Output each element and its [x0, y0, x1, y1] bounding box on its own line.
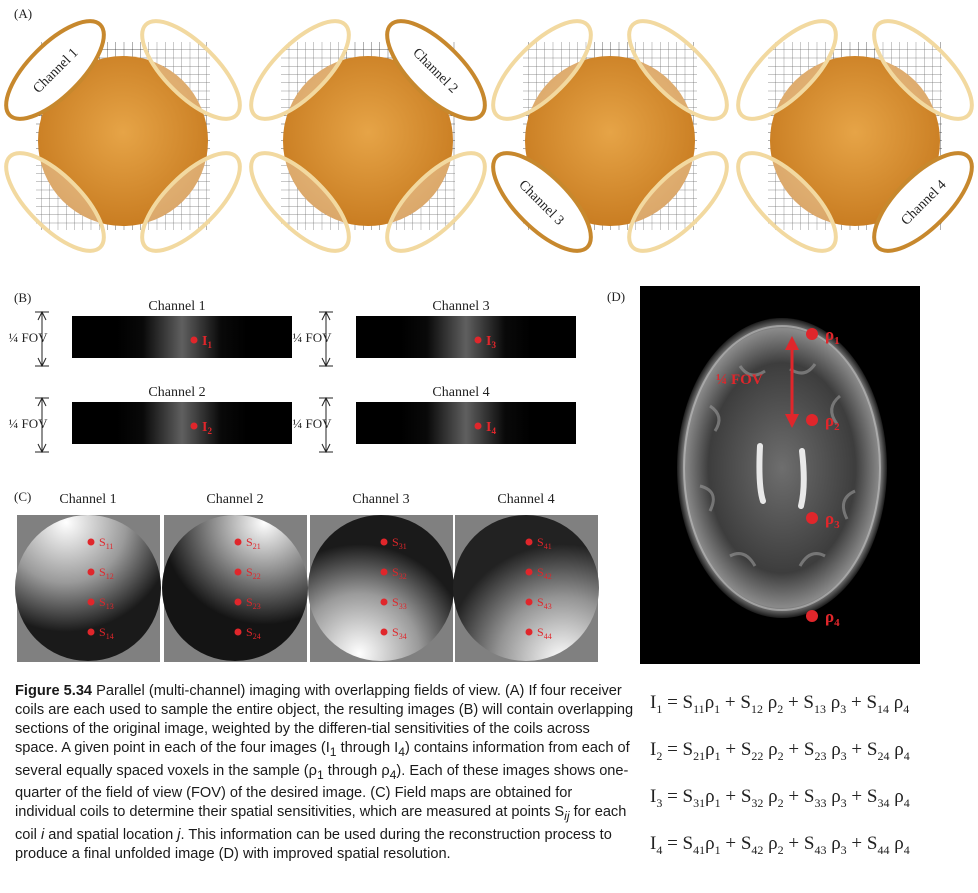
- coil-diagram-2: Channel 2: [249, 19, 487, 253]
- panel-c-label: (C): [14, 489, 32, 504]
- channel-title: Channel 3: [352, 492, 409, 507]
- sensitivity-disk: [15, 515, 161, 661]
- measurement-point: [234, 628, 242, 636]
- fov-label: ¼ FOV: [8, 330, 48, 345]
- equation-2: I2 = S21ρ1 + S22 ρ2 + S23 ρ3 + S24 ρ4: [650, 739, 910, 763]
- equation-3: I3 = S31ρ1 + S32 ρ2 + S33 ρ3 + S34 ρ4: [650, 786, 910, 810]
- channel-title: Channel 1: [59, 492, 116, 507]
- measurement-point: [525, 538, 533, 546]
- receiver-coil: [140, 151, 242, 253]
- receiver-coil-active: [4, 19, 106, 121]
- receiver-coil-active: [385, 19, 487, 121]
- measurement-point: [380, 598, 388, 606]
- sample-point: [190, 422, 198, 430]
- point-label: I4: [486, 420, 496, 436]
- receiver-coil-active: [872, 151, 974, 253]
- receiver-coil: [4, 151, 106, 253]
- measurement-point: [234, 568, 242, 576]
- coil-diagram-1: Channel 1: [4, 19, 242, 253]
- voxel-point: [806, 512, 818, 524]
- aliased-image-4: Channel 4 ¼ FOV I4: [292, 385, 576, 454]
- aliased-image-3: Channel 3 ¼ FOV I3: [292, 299, 576, 368]
- receiver-coil: [736, 151, 838, 253]
- figure-number: Figure 5.34: [15, 683, 93, 699]
- measurement-point: [380, 628, 388, 636]
- measurement-point: [87, 538, 95, 546]
- fov-label: ¼ FOV: [8, 416, 48, 431]
- receiver-coil: [249, 151, 351, 253]
- channel-title: Channel 4: [432, 385, 489, 400]
- receiver-coil: [249, 19, 351, 121]
- panel-b-label: (B): [14, 290, 32, 305]
- fov-label: ¼ FOV: [292, 330, 332, 345]
- measurement-point: [87, 598, 95, 606]
- voxel-point: [806, 414, 818, 426]
- channel-title: Channel 2: [206, 492, 263, 507]
- measurement-point: [380, 568, 388, 576]
- receiver-coil: [627, 151, 729, 253]
- figure-caption: Figure 5.34 Parallel (multi-channel) ima…: [15, 682, 635, 864]
- sample-point: [190, 336, 198, 344]
- imaged-object: [38, 56, 208, 226]
- fov-label: ¼ FOV: [716, 372, 763, 388]
- imaged-object: [525, 56, 695, 226]
- sensitivity-disk: [308, 515, 454, 661]
- measurement-point: [525, 568, 533, 576]
- caption-text: Parallel (multi-channel) imaging with ov…: [15, 683, 634, 862]
- point-label: I2: [202, 420, 212, 436]
- equation-4: I4 = S41ρ1 + S42 ρ2 + S43 ρ3 + S44 ρ4: [650, 833, 910, 857]
- channel-title: Channel 2: [148, 385, 205, 400]
- sensitivity-disk: [162, 515, 308, 661]
- measurement-point: [525, 628, 533, 636]
- brain-slice: [677, 318, 887, 618]
- voxel-point: [806, 610, 818, 622]
- channel-title: Channel 1: [148, 299, 205, 314]
- sensitivity-disk: [453, 515, 599, 661]
- channel-title: Channel 3: [432, 299, 489, 314]
- panel-a-label: (A): [14, 6, 33, 21]
- point-label: I3: [486, 334, 496, 350]
- equation-1: I1 = S11ρ1 + S12 ρ2 + S13 ρ3 + S14 ρ4: [650, 692, 910, 716]
- sample-point: [474, 336, 482, 344]
- aliased-image-2: Channel 2 ¼ FOV I2: [8, 385, 292, 454]
- measurement-point: [234, 598, 242, 606]
- receiver-coil: [140, 19, 242, 121]
- sample-point: [474, 422, 482, 430]
- receiver-coil: [736, 19, 838, 121]
- receiver-coil-active: [491, 151, 593, 253]
- measurement-point: [87, 628, 95, 636]
- coil-diagram-4: Channel 4: [736, 19, 974, 253]
- receiver-coil: [491, 19, 593, 121]
- receiver-coil: [872, 19, 974, 121]
- voxel-point: [806, 328, 818, 340]
- coil-diagram-3: Channel 3: [491, 19, 729, 253]
- receiver-coil: [385, 151, 487, 253]
- measurement-point: [380, 538, 388, 546]
- measurement-point: [525, 598, 533, 606]
- point-label: I1: [202, 334, 212, 350]
- fov-label: ¼ FOV: [292, 416, 332, 431]
- measurement-point: [234, 538, 242, 546]
- aliased-image-1: Channel 1 ¼ FOV I1: [8, 299, 292, 368]
- imaged-object: [283, 56, 453, 226]
- imaged-object: [770, 56, 940, 226]
- channel-title: Channel 4: [497, 492, 554, 507]
- measurement-point: [87, 568, 95, 576]
- panel-d-label: (D): [607, 289, 626, 304]
- receiver-coil: [627, 19, 729, 121]
